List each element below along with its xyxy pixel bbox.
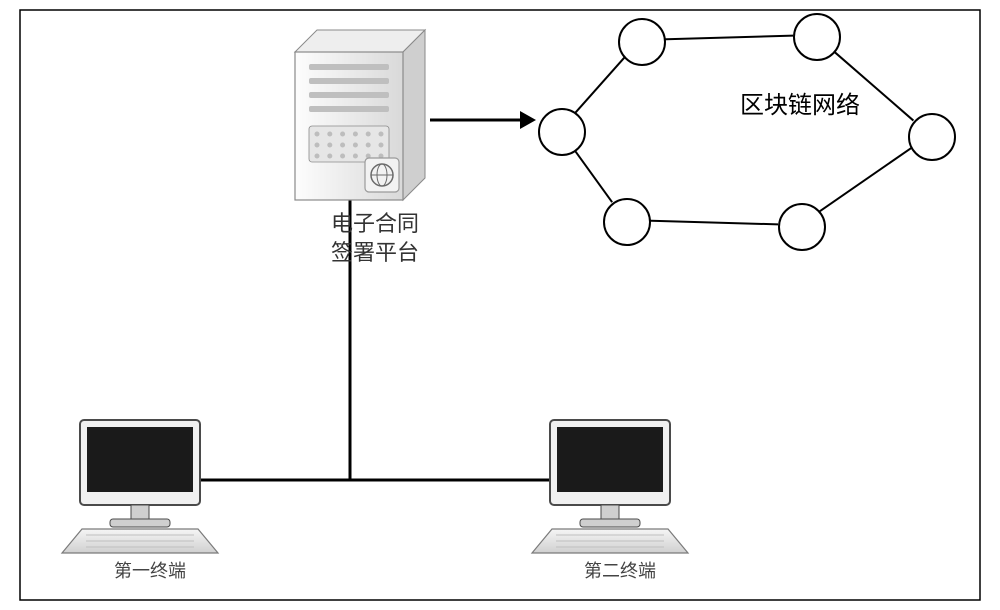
diagram-root: 电子合同 签署平台 区块链网络 第一终端 第二终端 (0, 0, 1000, 610)
blockchain-node (908, 113, 956, 161)
blockchain-node (793, 13, 841, 61)
blockchain-node (538, 108, 586, 156)
terminal-icon (532, 420, 688, 553)
server-label: 电子合同 签署平台 (300, 210, 450, 267)
blockchain-node (603, 198, 651, 246)
blockchain-node (778, 203, 826, 251)
blockchain-node (618, 18, 666, 66)
terminal-icon (62, 420, 218, 553)
terminal-1-label: 第一终端 (90, 560, 210, 583)
terminal-2-label: 第二终端 (560, 560, 680, 583)
blockchain-network-label: 区块链网络 (710, 90, 890, 121)
